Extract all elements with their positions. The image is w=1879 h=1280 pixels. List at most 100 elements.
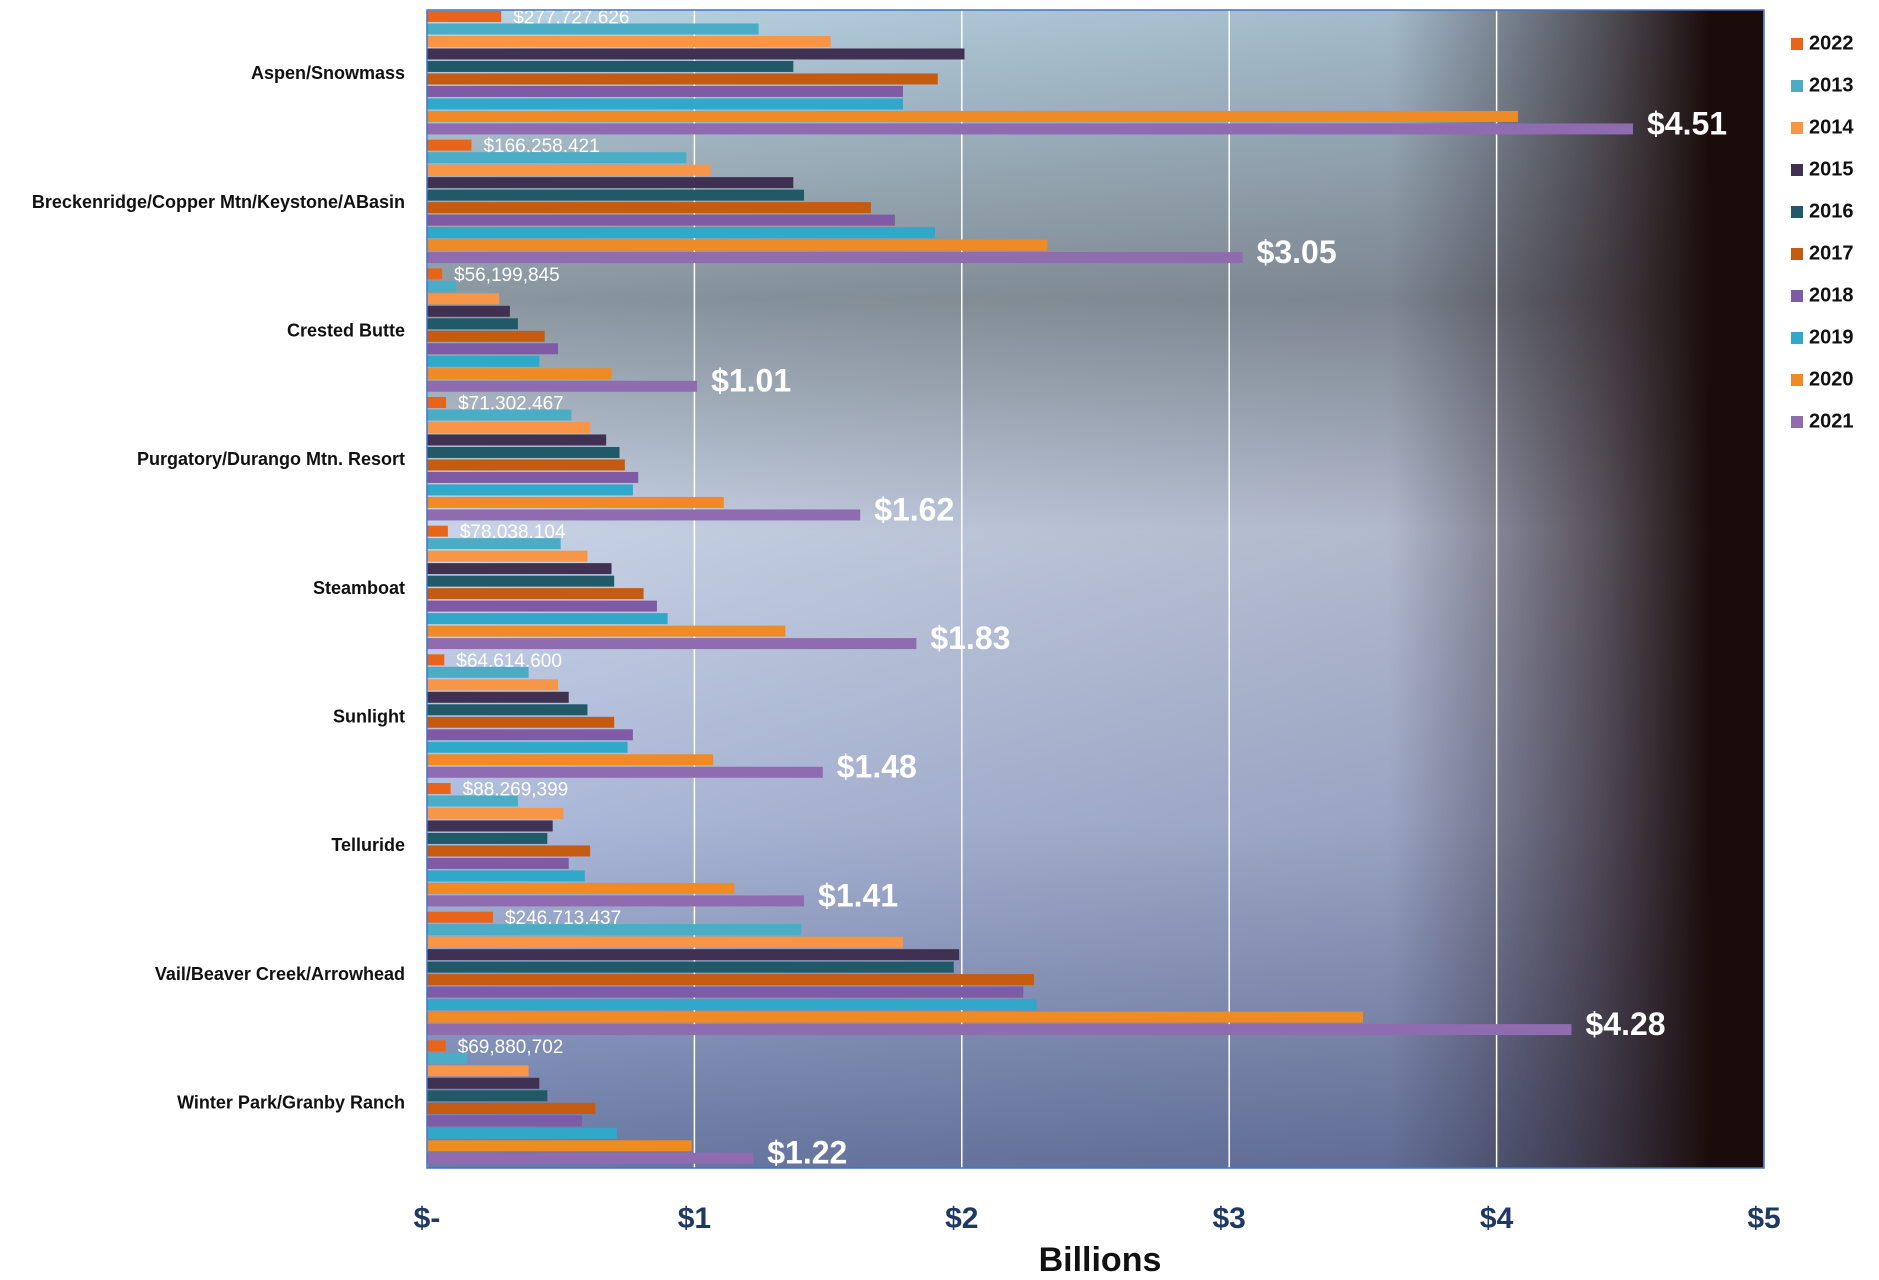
bar [427,139,472,151]
data-label: $64,614,600 [456,651,562,672]
bar [427,961,954,973]
bar [427,949,960,961]
bar [427,986,1024,998]
bar [427,754,714,766]
legend-label: 2014 [1809,116,1854,138]
bar [427,845,591,857]
legend-swatch [1791,206,1803,218]
bar [427,974,1034,986]
bar [427,911,493,923]
bar [427,318,518,330]
bar [427,588,644,600]
legend-label: 2018 [1809,284,1854,306]
bar [427,1115,583,1127]
x-tick-label: $5 [1747,1202,1780,1235]
bar [427,110,1518,122]
data-label: $71,302,467 [458,394,564,415]
data-label: $1.62 [874,491,954,527]
bar [427,1040,446,1052]
bar [427,1090,548,1102]
category-label: Winter Park/Granby Ranch [177,1092,405,1112]
data-label: $277,727,626 [513,8,629,29]
legend-label: 2019 [1809,326,1854,348]
legend-swatch [1791,332,1803,344]
legend-swatch [1791,416,1803,428]
bar [427,48,965,60]
legend-label: 2022 [1809,32,1854,54]
bar [427,239,1048,251]
bar [427,638,917,650]
bar [427,1024,1572,1036]
bar [427,85,903,97]
bar [427,936,903,948]
bar [427,1152,754,1164]
data-label: $1.83 [930,620,1010,656]
bars: $277,727,626 $4.51 $166,258,421 $3.05 $56,19… [427,8,1727,1171]
bar [427,164,711,176]
data-label: $246,713,437 [505,908,621,929]
bar [427,525,448,537]
legend-label: 2016 [1809,200,1854,222]
bar [427,575,615,587]
bar [427,446,620,458]
legend-swatch [1791,38,1803,50]
bar [427,704,588,716]
bar [427,1011,1363,1023]
bar [427,189,805,201]
bar [427,368,612,380]
bar [427,496,724,508]
bar [427,214,895,226]
legend-swatch [1791,122,1803,134]
bar [427,741,628,753]
data-label: $3.05 [1257,234,1337,270]
bar [427,227,936,239]
bar [427,999,1037,1011]
legend-label: 2020 [1809,368,1854,390]
bar [427,729,633,741]
bar [427,73,938,85]
bar [427,434,607,446]
bar [427,152,687,164]
x-axis-title: Billions [1039,1241,1162,1279]
category-label: Breckenridge/Copper Mtn/Keystone/ABasin [32,192,405,212]
legend-swatch [1791,164,1803,176]
bar [427,98,903,110]
data-label: $88,269,399 [463,780,569,801]
bar [427,293,500,305]
bar [427,1052,468,1064]
bar [427,177,794,189]
category-label: Steamboat [313,578,405,598]
category-label: Crested Butte [287,320,405,340]
bar [427,625,786,637]
bar [427,1140,692,1152]
bar [427,23,759,35]
bar [427,654,445,666]
bar [427,563,612,575]
bar [427,716,615,728]
bar [427,330,545,342]
bar [427,305,510,317]
x-tick-label: $2 [945,1202,978,1235]
legend-label: 2013 [1809,74,1854,96]
bar [427,471,639,483]
data-label: $78,038,104 [460,522,566,543]
category-label: Aspen/Snowmass [251,63,405,83]
bar [427,343,559,355]
bar [427,35,831,47]
legend-swatch [1791,80,1803,92]
bar [427,60,794,72]
bar [427,1102,596,1114]
bar [427,421,591,433]
bar [427,666,529,678]
bar [427,1127,617,1139]
legend-label: 2017 [1809,242,1854,264]
legend-swatch [1791,290,1803,302]
bar [427,832,548,844]
bar [427,882,735,894]
bar [427,807,564,819]
data-label: $1.01 [711,363,791,399]
bar [427,1077,540,1089]
bar [427,820,553,832]
bar [427,924,802,936]
bar [427,1065,529,1077]
